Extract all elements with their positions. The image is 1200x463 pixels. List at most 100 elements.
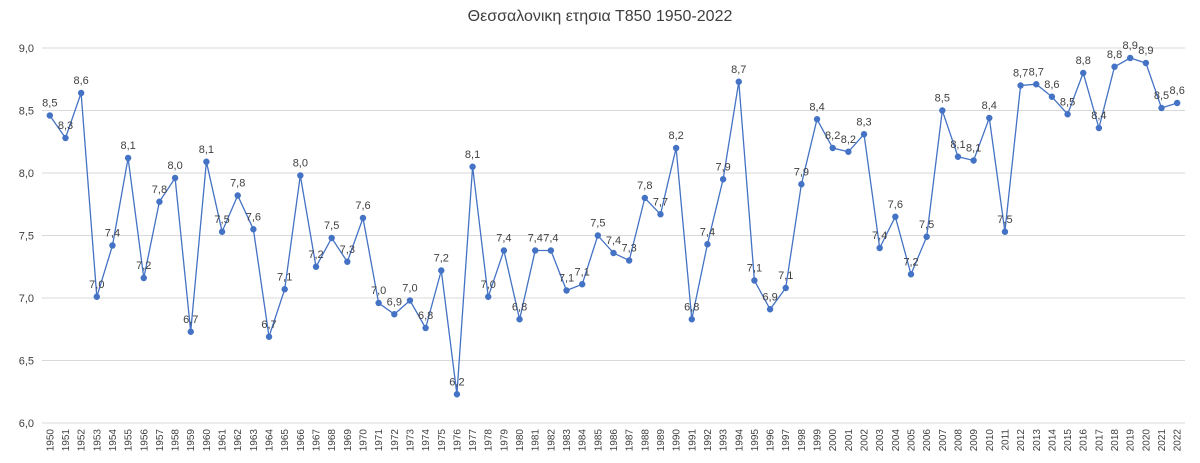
data-point — [813, 116, 821, 123]
data-point — [704, 241, 711, 248]
data-point — [876, 244, 883, 252]
data-label: 7,8 — [637, 180, 652, 192]
data-point — [594, 232, 602, 239]
data-point — [46, 112, 54, 119]
x-tick-label: 2020 — [1141, 429, 1152, 452]
y-tick-label: 8,0 — [19, 168, 34, 180]
x-tick-label: 2015 — [1063, 429, 1074, 452]
chart-title: Θεσσαλονικη ετησια Τ850 1950-2022 — [467, 8, 733, 25]
series-points — [46, 54, 1181, 398]
x-tick-label: 1960 — [202, 429, 213, 452]
data-label: 7,4 — [496, 233, 511, 245]
x-axis-ticks: 1950 1951 1952 1953 1954 1955 1956 1957 1958 1959… — [45, 429, 1183, 452]
x-tick-label: 1984 — [578, 429, 589, 452]
data-label: 8,1 — [120, 140, 135, 152]
data-point — [735, 78, 742, 85]
data-label: 7,0 — [371, 285, 386, 297]
x-tick-label: 1975 — [437, 429, 448, 452]
y-tick-label: 7,0 — [19, 293, 34, 305]
data-label: 8,5 — [1060, 96, 1075, 108]
data-point — [359, 214, 367, 222]
x-tick-label: 2003 — [875, 429, 886, 452]
data-point — [281, 286, 288, 293]
data-label: 8,1 — [950, 139, 965, 151]
data-label: 7,5 — [997, 214, 1012, 226]
data-point — [547, 247, 555, 254]
x-tick-label: 1964 — [265, 429, 276, 452]
data-label: 7,1 — [575, 266, 590, 278]
x-tick-label: 2006 — [922, 429, 933, 452]
data-point — [954, 153, 962, 160]
data-label: 8,8 — [1107, 49, 1122, 61]
x-tick-label: 1997 — [781, 429, 792, 452]
data-point — [328, 234, 335, 242]
data-point — [1126, 54, 1134, 62]
x-tick-label: 2001 — [844, 429, 855, 452]
y-tick-label: 7,5 — [19, 231, 34, 243]
x-tick-label: 1992 — [703, 429, 714, 452]
x-tick-label: 1996 — [766, 429, 777, 452]
x-tick-label: 2016 — [1079, 429, 1090, 452]
x-tick-label: 2002 — [860, 429, 871, 452]
data-point — [171, 174, 179, 182]
data-label: 7,1 — [778, 270, 793, 282]
data-point — [140, 274, 147, 282]
x-tick-label: 2021 — [1157, 429, 1168, 452]
x-tick-label: 2022 — [1173, 429, 1184, 452]
data-point — [610, 249, 617, 257]
x-tick-label: 1986 — [609, 429, 620, 452]
data-label: 8,1 — [465, 149, 480, 161]
data-point — [438, 267, 445, 274]
data-point — [156, 198, 163, 205]
data-label: 8,4 — [1091, 110, 1106, 122]
data-point — [1158, 104, 1165, 112]
data-point — [563, 287, 570, 294]
data-label: 8,1 — [199, 144, 214, 156]
x-tick-label: 1974 — [421, 429, 432, 452]
y-axis-ticks: 6,0 6,5 7,0 7,5 8,0 8,5 9,0 — [19, 43, 34, 430]
data-label: 7,0 — [481, 279, 496, 291]
x-tick-label: 1980 — [515, 429, 526, 452]
data-label: 7,1 — [559, 273, 574, 285]
data-label: 7,8 — [152, 184, 167, 196]
y-tick-label: 6,5 — [19, 356, 34, 368]
data-label: 8,2 — [668, 130, 683, 142]
data-label: 8,2 — [825, 130, 840, 142]
data-point — [218, 228, 226, 235]
data-point — [265, 333, 273, 340]
data-label: 7,4 — [105, 228, 120, 240]
data-point — [845, 148, 852, 155]
x-tick-label: 1979 — [499, 429, 510, 452]
data-point — [234, 192, 241, 199]
x-tick-label: 1976 — [452, 429, 463, 452]
data-label: 7,5 — [919, 219, 934, 231]
data-label: 8,2 — [841, 134, 856, 146]
x-tick-label: 2013 — [1032, 429, 1043, 452]
data-point — [422, 324, 429, 332]
y-tick-label: 8,5 — [19, 106, 34, 118]
data-label: 7,2 — [308, 249, 323, 261]
data-label: 7,4 — [872, 230, 887, 242]
data-point — [375, 299, 382, 307]
data-point — [453, 391, 461, 398]
data-label: 8,3 — [58, 120, 73, 132]
data-point — [1142, 59, 1150, 67]
x-tick-label: 1972 — [390, 429, 401, 452]
data-label: 6,9 — [762, 291, 777, 303]
data-label: 8,8 — [1076, 55, 1091, 67]
series-line-path — [49, 57, 1178, 395]
data-label: 8,6 — [73, 75, 88, 87]
data-point — [516, 316, 523, 323]
data-label: 8,3 — [856, 116, 871, 128]
data-label: 7,6 — [246, 211, 261, 223]
series-line — [49, 57, 1178, 395]
data-point — [923, 233, 930, 240]
x-tick-label: 1981 — [531, 429, 542, 452]
data-point — [485, 293, 492, 300]
data-label: 7,0 — [402, 283, 417, 295]
data-label: 8,4 — [982, 100, 997, 112]
data-point — [1033, 81, 1040, 88]
x-tick-label: 1955 — [124, 429, 135, 452]
x-tick-label: 2017 — [1094, 429, 1105, 452]
